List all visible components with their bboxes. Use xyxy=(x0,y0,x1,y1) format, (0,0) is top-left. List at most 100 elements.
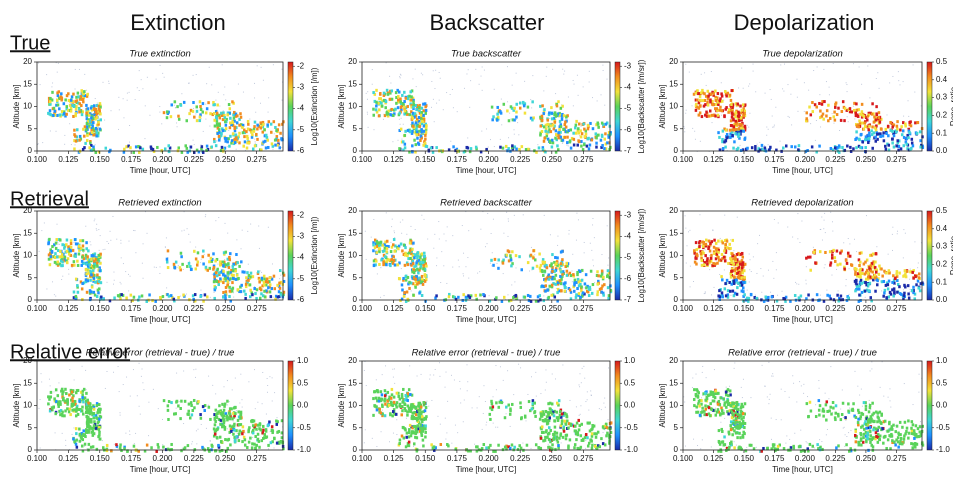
texture xyxy=(84,443,87,446)
texture xyxy=(145,300,148,303)
texture xyxy=(577,139,580,142)
texture xyxy=(75,108,78,111)
texture xyxy=(421,252,424,255)
texture xyxy=(111,110,112,111)
texture xyxy=(173,266,176,269)
texture xyxy=(139,70,140,71)
texture xyxy=(885,132,888,135)
texture xyxy=(685,113,686,114)
texture xyxy=(705,293,706,294)
texture xyxy=(858,288,861,291)
x-tick-label: 0.275 xyxy=(247,304,268,313)
texture xyxy=(39,408,40,409)
texture xyxy=(209,112,212,115)
texture xyxy=(215,220,216,221)
texture xyxy=(554,295,557,298)
texture xyxy=(266,139,269,142)
texture xyxy=(85,226,86,227)
texture xyxy=(731,252,734,255)
texture xyxy=(93,277,96,280)
texture xyxy=(421,215,422,216)
texture xyxy=(558,279,561,282)
texture xyxy=(276,135,279,138)
texture xyxy=(575,120,578,123)
texture xyxy=(139,406,140,407)
texture xyxy=(49,409,52,412)
texture xyxy=(77,92,80,95)
texture xyxy=(885,271,888,274)
texture xyxy=(743,276,746,279)
texture xyxy=(62,433,63,434)
texture xyxy=(93,265,96,268)
texture xyxy=(215,393,216,394)
texture xyxy=(380,102,383,105)
texture xyxy=(695,139,696,140)
texture xyxy=(441,251,442,252)
texture xyxy=(715,99,718,102)
texture xyxy=(542,112,545,115)
texture xyxy=(54,294,55,295)
texture xyxy=(856,251,857,252)
texture xyxy=(134,230,135,231)
texture xyxy=(49,109,52,112)
texture xyxy=(252,431,255,434)
texture xyxy=(88,443,91,446)
texture xyxy=(265,146,268,149)
row-label: Retrieval xyxy=(10,188,89,210)
texture xyxy=(783,91,784,92)
texture xyxy=(403,100,406,103)
texture xyxy=(849,146,852,149)
texture xyxy=(60,92,63,95)
texture xyxy=(579,270,582,273)
texture xyxy=(584,242,585,243)
texture xyxy=(220,112,223,115)
texture xyxy=(874,290,877,293)
texture xyxy=(732,119,735,122)
texture xyxy=(596,121,599,124)
texture xyxy=(209,418,212,421)
texture xyxy=(187,410,190,413)
texture xyxy=(531,100,534,103)
texture xyxy=(540,125,543,128)
texture xyxy=(424,112,427,115)
texture xyxy=(692,128,693,129)
panel: True extinction0.1000.1250.1500.1750.200… xyxy=(12,49,319,176)
texture xyxy=(263,290,266,293)
texture xyxy=(555,262,558,265)
texture xyxy=(424,142,427,145)
texture xyxy=(218,92,219,93)
texture xyxy=(403,91,406,94)
texture xyxy=(194,144,195,145)
texture xyxy=(179,266,182,269)
texture xyxy=(195,257,198,260)
texture xyxy=(214,125,217,128)
texture xyxy=(210,440,211,441)
colorbar-tick-label: -3 xyxy=(624,61,632,70)
texture xyxy=(875,105,878,108)
texture xyxy=(225,251,228,254)
texture xyxy=(770,89,771,90)
texture xyxy=(91,125,94,128)
texture xyxy=(93,408,96,411)
texture xyxy=(65,445,66,446)
texture xyxy=(822,240,823,241)
texture xyxy=(263,275,266,278)
texture xyxy=(581,279,584,282)
texture xyxy=(386,247,389,250)
texture xyxy=(209,67,210,68)
texture xyxy=(77,408,80,411)
texture xyxy=(128,241,129,242)
texture xyxy=(239,417,242,420)
texture xyxy=(383,92,386,95)
texture xyxy=(205,149,208,152)
texture xyxy=(379,93,382,96)
texture xyxy=(216,103,219,106)
texture xyxy=(72,115,75,118)
texture xyxy=(50,391,53,394)
texture xyxy=(873,115,876,118)
texture xyxy=(216,120,219,123)
texture xyxy=(380,297,381,298)
texture xyxy=(686,263,687,264)
texture xyxy=(578,292,581,295)
texture xyxy=(538,146,541,149)
